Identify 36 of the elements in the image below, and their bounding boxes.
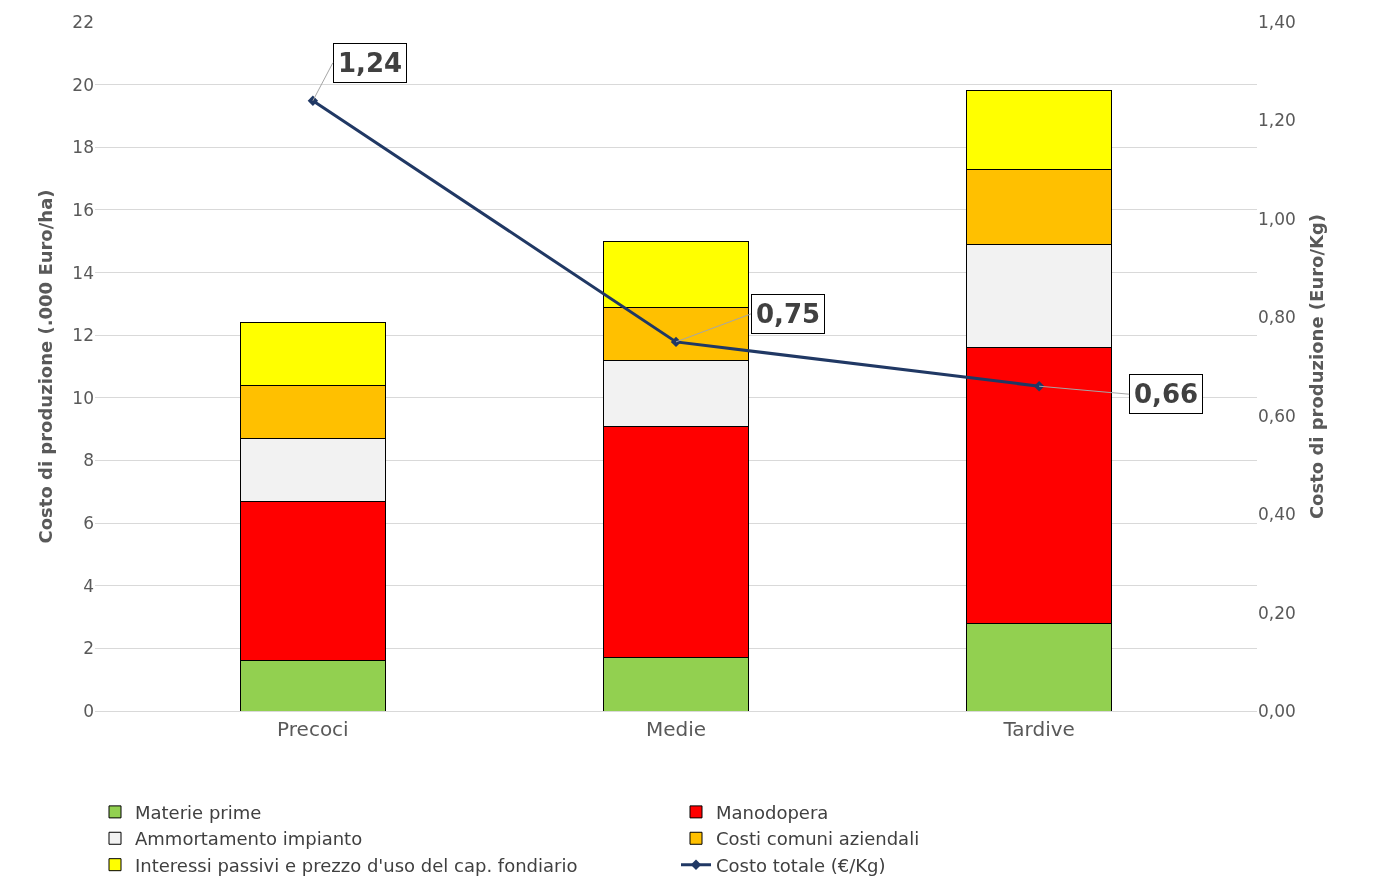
y2-tick-label: 0,80: [1258, 307, 1296, 328]
y-tick-label: 6: [83, 513, 94, 534]
data-label: 0,66: [1134, 379, 1199, 409]
point: [307, 95, 319, 106]
point: [1033, 380, 1045, 392]
y2-tick-label: 1,20: [1258, 110, 1296, 131]
y2-tick-label: 0,20: [1258, 602, 1296, 623]
legend-label: Materie prime: [135, 801, 262, 823]
y-tick-label: 8: [83, 450, 94, 471]
legend-label: Manodopera: [716, 801, 829, 823]
y2-tick-label: 0,40: [1258, 504, 1296, 525]
y-axis-title: Costo di produzione (.000 Euro/ha): [34, 189, 56, 544]
data-label: 0,75: [756, 299, 821, 329]
y-tick-label: 2: [83, 638, 94, 659]
y2-tick-label: 1,00: [1258, 208, 1296, 229]
legend-label: Interessi passivi e prezzo d'uso del cap. fondiario: [135, 854, 578, 876]
y2-tick-label: 0,00: [1258, 700, 1296, 721]
data-label: 1,24: [338, 48, 403, 78]
y-tick-label: 18: [72, 137, 94, 158]
y-tick-label: 4: [83, 575, 94, 596]
y2-tick-label: 1,40: [1258, 11, 1296, 32]
y-tick-label: 10: [72, 387, 94, 408]
y-tick-label: 0: [83, 700, 94, 721]
legend-label: Costo totale (€/Kg): [716, 854, 886, 876]
x-tick-label: Medie: [645, 717, 707, 741]
y-tick-label: 16: [72, 199, 94, 220]
legend-label: Ammortamento impianto: [135, 828, 363, 850]
x-tick-label: Precoci: [277, 717, 349, 741]
y-tick-label: 12: [72, 325, 94, 346]
y-tick-label: 22: [72, 11, 94, 32]
legend-label: Costi comuni aziendali: [716, 828, 920, 850]
x-tick-label: Tardive: [1002, 717, 1075, 741]
y-tick-label: 20: [72, 74, 94, 95]
y2-tick-label: 0,60: [1258, 405, 1296, 426]
y-tick-label: 14: [72, 262, 94, 283]
y2-axis-title: Costo di produzione (Euro/Kg): [1305, 213, 1327, 520]
